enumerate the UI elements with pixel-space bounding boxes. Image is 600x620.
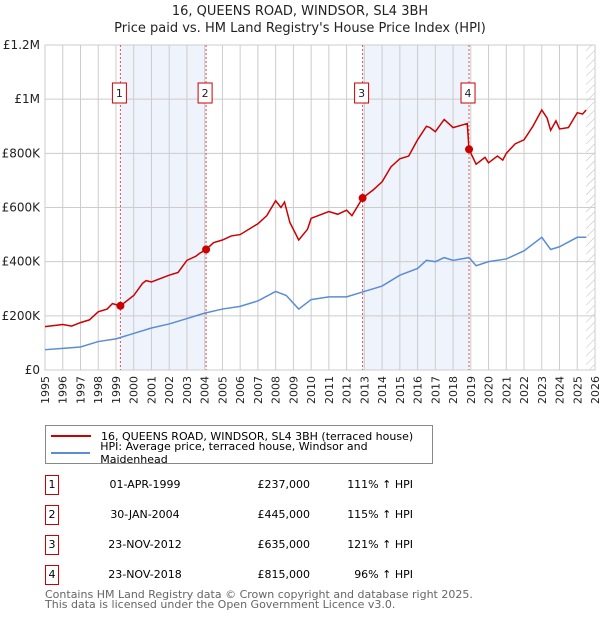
legend: 16, QUEENS ROAD, WINDSOR, SL4 3BH (terra…	[45, 425, 433, 466]
series-line	[44, 108, 587, 328]
x-tick-label: 2000	[128, 376, 141, 404]
legend-swatch	[51, 435, 91, 437]
x-tick-label: 2020	[483, 376, 496, 404]
sale-hpi-change: 96% ↑ HPI	[354, 568, 413, 581]
sale-label-box	[197, 82, 213, 104]
x-tick-label: 1998	[92, 376, 105, 404]
legend-label: 16, QUEENS ROAD, WINDSOR, SL4 3BH (terra…	[101, 429, 414, 443]
sale-date: 30-JAN-2004	[110, 508, 180, 521]
sale-hpi-change: 111% ↑ HPI	[347, 478, 413, 491]
x-tick-label: 2014	[376, 376, 389, 404]
legend-swatch	[51, 452, 91, 454]
sale-label: 2	[202, 87, 209, 100]
sale-price: £237,000	[257, 478, 311, 491]
sale-number-badge: 2	[45, 505, 59, 525]
sale-price: £815,000	[257, 568, 311, 581]
sale-label: 4	[465, 87, 472, 100]
x-tick-label: 2002	[163, 376, 176, 404]
y-tick-label: £200K	[2, 309, 42, 323]
sale-point	[202, 245, 211, 254]
legend-item-property: 16, QUEENS ROAD, WINDSOR, SL4 3BH (terra…	[46, 428, 413, 444]
sale-date: 23-NOV-2012	[108, 538, 182, 551]
sale-row: 3 23-NOV-2012 £635,000 121% ↑ HPI	[45, 535, 445, 555]
sale-point	[358, 194, 367, 203]
x-tick-label: 2013	[358, 376, 371, 404]
x-tick-label: 2024	[554, 376, 567, 404]
sale-row: 2 30-JAN-2004 £445,000 115% ↑ HPI	[45, 505, 445, 525]
x-tick-label: 2001	[145, 376, 158, 404]
sale-label-box	[460, 82, 476, 104]
x-tick-label: 2026	[589, 376, 600, 404]
sale-number-badge: 4	[45, 565, 59, 585]
x-tick-label: 2019	[465, 376, 478, 404]
y-tick-label: £0	[25, 363, 40, 377]
sale-row: 1 01-APR-1999 £237,000 111% ↑ HPI	[45, 475, 445, 495]
x-tick-label: 2022	[518, 376, 531, 404]
x-tick-label: 2025	[571, 376, 584, 404]
x-tick-label: 2011	[323, 376, 336, 404]
sale-label: 3	[358, 87, 365, 100]
chart-title: 16, QUEENS ROAD, WINDSOR, SL4 3BH	[171, 4, 429, 19]
sale-price: £635,000	[257, 538, 311, 551]
x-tick-label: 2016	[412, 376, 425, 404]
x-tick-label: 1997	[74, 376, 87, 404]
x-tick-label: 2006	[234, 376, 247, 404]
x-tick-label: 2023	[536, 376, 549, 404]
x-tick-label: 1999	[110, 376, 123, 404]
sale-date: 01-APR-1999	[109, 478, 181, 491]
x-tick-label: 2012	[341, 376, 354, 404]
sale-hpi-change: 115% ↑ HPI	[347, 508, 413, 521]
plot-border	[44, 44, 596, 371]
plot-area: 1995 1996 1997 1998 1999 2000 2001 2002 2003 2004…	[2, 38, 600, 404]
y-tick-label: £800K	[2, 146, 42, 160]
sale-label: 1	[116, 87, 123, 100]
chart-subtitle: Price paid vs. HM Land Registry's House …	[114, 21, 486, 36]
x-tick-label: 2017	[429, 376, 442, 404]
sale-point	[116, 301, 125, 310]
y-tick-label: £600K	[2, 201, 42, 215]
footer-licence: This data is licensed under the Open Gov…	[45, 598, 396, 611]
sale-label-box	[354, 82, 370, 104]
sale-number-badge: 1	[45, 475, 59, 495]
sale-date: 23-NOV-2018	[108, 568, 182, 581]
x-tick-label: 2005	[216, 376, 229, 404]
series-line	[44, 236, 587, 351]
footer-copyright: Contains HM Land Registry data © Crown c…	[45, 588, 473, 601]
x-tick-label: 2018	[447, 376, 460, 404]
x-tick-label: 1995	[39, 376, 52, 404]
sale-row: 4 23-NOV-2018 £815,000 96% ↑ HPI	[45, 565, 445, 585]
x-tick-label: 2004	[199, 376, 212, 404]
sale-hpi-change: 121% ↑ HPI	[347, 538, 413, 551]
x-tick-label: 2008	[270, 376, 283, 404]
x-tick-label: 2021	[500, 376, 513, 404]
legend-label: HPI: Average price, terraced house, Wind…	[100, 440, 368, 466]
footer: Contains HM Land Registry data © Crown c…	[45, 588, 473, 611]
x-tick-label: 2003	[181, 376, 194, 404]
x-tick-label: 2015	[394, 376, 407, 404]
y-tick-label: £1.2M	[3, 38, 40, 52]
x-tick-label: 2009	[287, 376, 300, 404]
y-tick-label: £400K	[2, 255, 42, 269]
sale-label-box	[111, 82, 127, 104]
x-tick-label: 1996	[57, 376, 70, 404]
sale-number-badge: 3	[45, 535, 59, 555]
x-tick-label: 2007	[252, 376, 265, 404]
legend-item-hpi: HPI: Average price, terraced house, Wind…	[46, 440, 432, 466]
x-tick-label: 2010	[305, 376, 318, 404]
y-tick-label: £1M	[14, 92, 40, 106]
sale-point	[465, 145, 474, 154]
sale-price: £445,000	[257, 508, 311, 521]
